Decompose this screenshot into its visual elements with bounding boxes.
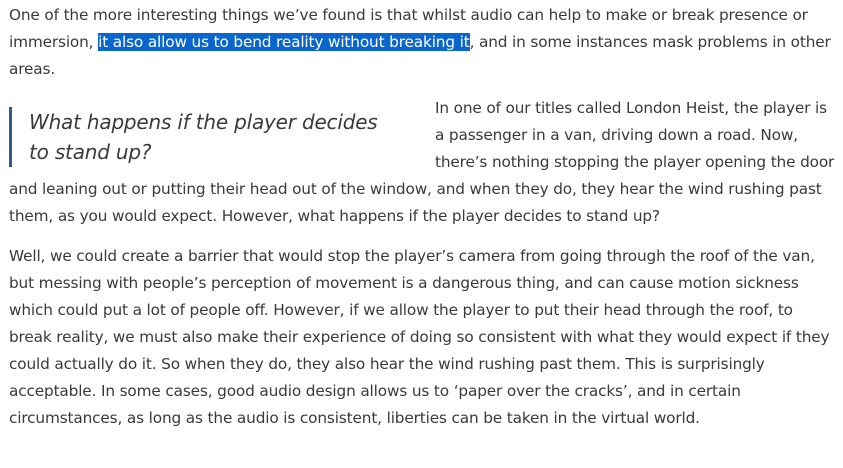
- selected-text-highlight[interactable]: it also allow us to bend reality without…: [98, 33, 470, 51]
- london-heist-paragraph: In one of our titles called London Heist…: [9, 99, 835, 225]
- pull-quote: What happens if the player decides to st…: [9, 107, 399, 167]
- intro-text-after: , and in some instances mask problems in…: [9, 33, 831, 78]
- intro-text-before: One of the more interesting things we’ve…: [9, 6, 808, 51]
- intro-paragraph: One of the more interesting things we’ve…: [9, 2, 837, 83]
- barrier-paragraph: Well, we could create a barrier that wou…: [9, 247, 830, 427]
- article-body: One of the more interesting things we’ve…: [9, 2, 837, 432]
